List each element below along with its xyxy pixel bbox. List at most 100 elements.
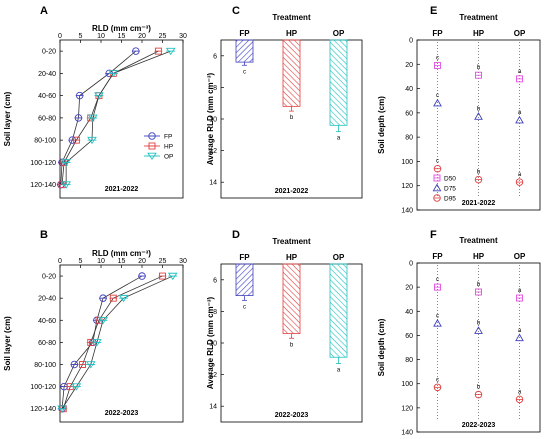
panel-f-point-D95	[515, 395, 524, 404]
panel-a-y-tick-label: 40-60	[38, 93, 56, 100]
panel-a-x-tick-label: 20	[138, 33, 146, 40]
panel-e-y-tick-label: 120	[401, 183, 413, 190]
panel-b-point-FP	[138, 272, 146, 280]
panel-a-season: 2021-2022	[105, 186, 139, 193]
panel-f-y-tick-label: 80	[405, 357, 413, 364]
panel-c-category-HP: HP	[286, 29, 298, 38]
panel-a-y-tick-label: 20-40	[38, 71, 56, 78]
panel-b-point-HP	[79, 361, 87, 368]
panel-f-letter-D75: b	[477, 321, 481, 327]
panel-e-point-D95	[474, 175, 483, 184]
panel-c-letter-OP: a	[337, 136, 341, 142]
panel-c-bar-HP	[282, 39, 301, 107]
panel-e-point-D75	[433, 98, 442, 107]
legend-FP-label: FP	[164, 134, 172, 141]
panel-f-y-tick-label: 140	[401, 430, 413, 437]
panel-b-season: 2022-2023	[105, 410, 139, 417]
panel-d-y-tick-label: 14	[209, 404, 217, 411]
panel-c-bar-FP	[235, 39, 254, 63]
panel-e-y-tick-label: 140	[401, 208, 413, 215]
panel-d-category-FP: FP	[239, 253, 250, 262]
panel-a-y-tick-label: 120-140	[30, 182, 56, 189]
panel-e-point-D75-triangle	[515, 115, 524, 124]
panel-b-y-tick-label: 40-60	[38, 318, 56, 325]
panel-a-point-HP	[154, 47, 162, 55]
panel-b-point-FP	[99, 294, 107, 302]
panel-e-y-tick-label: 100	[401, 159, 413, 166]
panel-f-point-D75	[474, 326, 483, 334]
panel-b-point-HP	[109, 294, 117, 302]
panel-b-y-tick-label: 20-40	[38, 296, 56, 303]
panel-e-point-D50	[434, 62, 441, 69]
legend-OP-marker	[147, 152, 157, 161]
panel-e-point-D75	[474, 112, 483, 120]
panel-f-season: 2022-2023	[462, 422, 496, 429]
panel-e-point-D50	[475, 71, 482, 79]
panel-e-y-title: Soil depth (cm)	[377, 96, 386, 154]
panel-a-y-tick-label: 60-80	[38, 115, 56, 122]
panel-c-letter-HP: b	[290, 115, 294, 121]
panel-d-title: Treatment	[272, 237, 311, 246]
panel-b-x-tick-label: 25	[159, 258, 167, 265]
panel-b-x-tick-label: 20	[138, 258, 146, 265]
panel-a-line-FP	[60, 50, 137, 185]
panel-e-point-D50	[516, 75, 523, 83]
panel-e-letter-D75: c	[436, 93, 439, 99]
panel-b-y-tick-label: 80-100	[34, 362, 56, 369]
panel-f-point-D75-triangle	[515, 333, 524, 342]
panel-c-category-FP: FP	[239, 29, 250, 38]
panel-b-x-tick-label: 10	[97, 258, 105, 265]
panel-d-category-OP: OP	[333, 253, 345, 262]
panel-b-y-tick-label: 60-80	[38, 340, 56, 347]
panel-a-point-FP	[74, 114, 83, 122]
panel-b-frame	[59, 264, 184, 423]
panel-c-y-title: Average RLD (mm cm⁻³)	[206, 72, 215, 165]
panel-f-letter-D50: a	[518, 288, 522, 294]
panel-f-point-D50	[434, 283, 441, 291]
legend-D50-label: D50	[444, 176, 456, 183]
panel-a-x-tick-label: 5	[79, 33, 83, 40]
panel-e-point-D75-triangle	[474, 112, 483, 120]
panel-e-y-tick-label: 80	[405, 135, 413, 142]
panel-b-x-title: RLD (mm cm⁻³)	[92, 249, 151, 258]
panel-a-x-tick-label: 10	[97, 33, 105, 40]
panel-b-point-HP	[159, 272, 166, 280]
panel-e-point-D75-triangle	[433, 98, 442, 107]
panel-f-letter-D95: b	[477, 385, 481, 391]
panel-a-point-OP	[94, 92, 104, 100]
panel-f-y-tick-label: 0	[409, 261, 413, 268]
panel-b-x-tick-label: 5	[79, 258, 83, 265]
panel-b-y-tick-label: 120-140	[30, 406, 56, 413]
panel-b-point-OP	[57, 405, 67, 413]
panel-b-point-OP	[118, 294, 129, 303]
panel-label-b: B	[40, 229, 48, 241]
legend-D75-label: D75	[444, 186, 456, 193]
panel-f-point-D75-triangle	[433, 318, 442, 327]
panel-f-y-tick-label: 60	[405, 333, 413, 340]
panel-e-season: 2021-2022	[462, 200, 496, 207]
panel-c-letter-FP: c	[243, 69, 246, 75]
legend-D50-marker	[433, 174, 441, 182]
panel-e-frame	[416, 39, 541, 211]
panel-a-point-FP	[75, 91, 84, 100]
panel-e-letter-D50: a	[518, 69, 522, 75]
panel-a-point-OP	[108, 70, 119, 78]
panel-a-y-tick-label: 80-100	[34, 138, 56, 145]
panel-d-bar-FP	[235, 263, 254, 297]
panel-e-point-D95	[515, 178, 524, 186]
legend-HP-label: HP	[164, 144, 173, 151]
panel-d-letter-HP: b	[290, 342, 294, 348]
panel-a-x-tick-label: 25	[159, 33, 167, 40]
panel-f-y-title: Soil depth (cm)	[377, 318, 386, 376]
panel-f-letter-D95: c	[436, 377, 439, 383]
panel-a-x-tick-label: 30	[179, 33, 187, 40]
panel-f-frame	[416, 262, 541, 433]
panel-c-y-tick-label: 6	[213, 53, 217, 60]
panel-e-letter-D75: b	[477, 107, 481, 113]
panel-b-line-FP	[61, 275, 143, 409]
panel-label-d: D	[232, 229, 240, 241]
panel-c-y-tick-label: 12	[209, 148, 217, 155]
panel-e-point-D95	[433, 164, 442, 173]
panel-d-y-tick-label: 6	[213, 277, 217, 284]
panel-d-letter-OP: a	[337, 368, 341, 374]
